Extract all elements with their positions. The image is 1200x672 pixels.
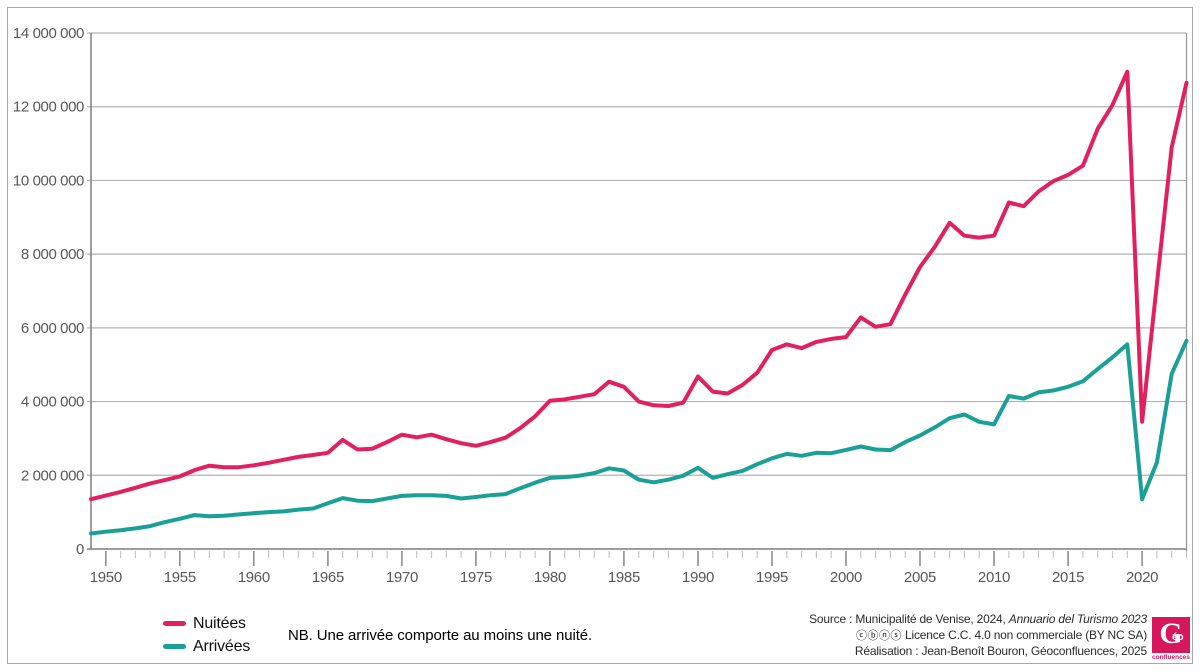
svg-text:0: 0 xyxy=(76,541,84,558)
source-title-italic: Annuario del Turismo 2023 xyxy=(1008,612,1147,626)
legend-item-nuitees: Nuitées xyxy=(163,612,250,635)
source-line: Source : Municipalité de Venise, 2024, A… xyxy=(809,612,1147,628)
svg-text:1955: 1955 xyxy=(164,569,196,586)
geoconfluences-logo: G éo confluences xyxy=(1152,617,1192,661)
svg-text:1970: 1970 xyxy=(386,569,418,586)
image-border-frame xyxy=(7,7,1193,664)
svg-text:8 000 000: 8 000 000 xyxy=(21,246,84,263)
svg-text:6 000 000: 6 000 000 xyxy=(21,320,84,337)
chart-svg: 0 2 000 000 4 000 000 6 000 000 8 000 000 10 … xyxy=(13,25,1189,586)
svg-text:2005: 2005 xyxy=(904,569,936,586)
legend-label-nuitees: Nuitées xyxy=(193,614,246,632)
logo-wordmark: confluences xyxy=(1152,654,1190,661)
svg-text:2015: 2015 xyxy=(1052,569,1084,586)
geoconfluences-logo-mark: G éo xyxy=(1152,617,1190,653)
svg-text:14 000 000: 14 000 000 xyxy=(13,25,84,42)
svg-text:2020: 2020 xyxy=(1126,569,1158,586)
svg-text:2010: 2010 xyxy=(978,569,1010,586)
svg-text:1990: 1990 xyxy=(682,569,714,586)
legend: Nuitées Arrivées xyxy=(163,612,250,658)
svg-text:1985: 1985 xyxy=(608,569,640,586)
svg-text:2 000 000: 2 000 000 xyxy=(21,467,84,484)
legend-label-arrivees: Arrivées xyxy=(193,637,251,655)
cc-license-icons: ⓒⓑⓝⓢ xyxy=(856,629,903,642)
logo-letters-eo: éo xyxy=(1172,632,1184,643)
nuitees-line-swatch xyxy=(163,621,186,626)
license-line: ⓒⓑⓝⓢ Licence C.C. 4.0 non commerciale (BY… xyxy=(809,628,1147,645)
license-text: Licence C.C. 4.0 non commerciale (BY NC … xyxy=(905,627,1147,642)
svg-text:10 000 000: 10 000 000 xyxy=(13,172,84,189)
logo-letter-g: G xyxy=(1159,617,1183,650)
source-block: Source : Municipalité de Venise, 2024, A… xyxy=(809,612,1147,660)
svg-text:1995: 1995 xyxy=(756,569,788,586)
svg-text:1975: 1975 xyxy=(460,569,492,586)
svg-text:1965: 1965 xyxy=(312,569,344,586)
svg-text:1950: 1950 xyxy=(90,569,122,586)
note-text: NB. Une arrivée comporte au moins une nu… xyxy=(288,627,593,644)
svg-text:4 000 000: 4 000 000 xyxy=(21,394,84,411)
credit-line: Réalisation : Jean-Benoît Bouron, Géocon… xyxy=(854,644,1147,658)
arrivees-line-swatch xyxy=(163,644,186,649)
svg-text:1980: 1980 xyxy=(534,569,566,586)
source-text: Source : Municipalité de Venise, 2024, xyxy=(809,612,1009,626)
svg-text:1960: 1960 xyxy=(238,569,270,586)
legend-item-arrivees: Arrivées xyxy=(163,635,250,658)
svg-text:2000: 2000 xyxy=(830,569,862,586)
svg-text:12 000 000: 12 000 000 xyxy=(13,99,84,116)
